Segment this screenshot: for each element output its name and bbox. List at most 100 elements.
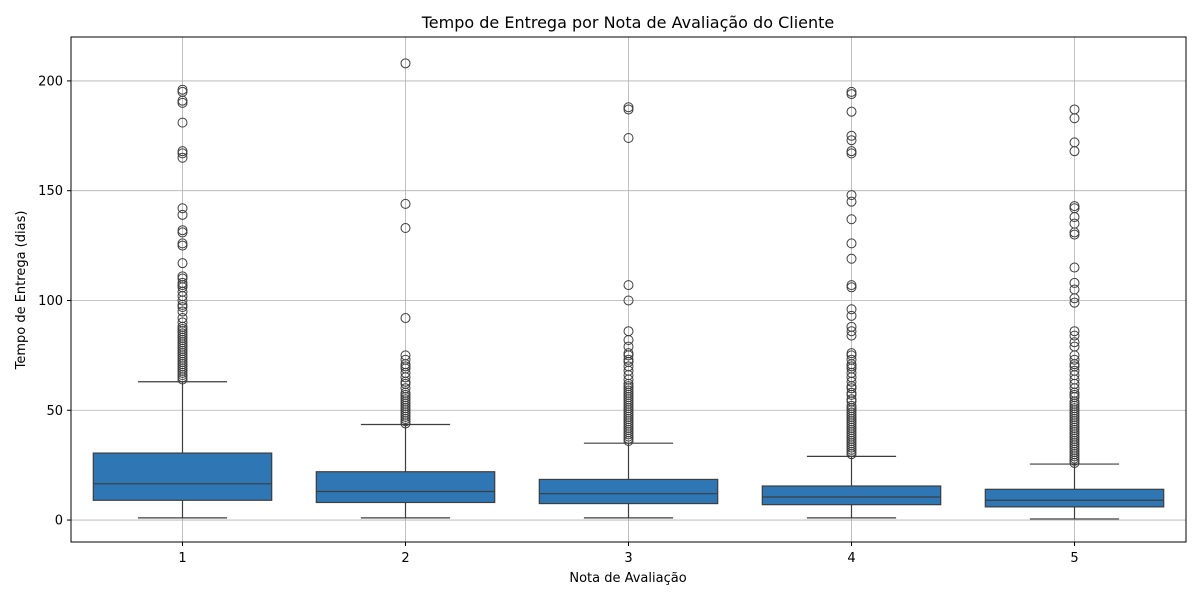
outlier-point <box>177 146 188 157</box>
outlier-point <box>846 383 857 394</box>
outlier-point <box>846 446 857 457</box>
outlier-point <box>846 146 857 157</box>
x-tick-label-5: 5 <box>1070 551 1078 566</box>
outlier-point <box>623 433 634 444</box>
outlier-point <box>846 135 857 146</box>
outlier-point <box>400 376 411 387</box>
outlier-point <box>1069 330 1080 341</box>
outlier-point <box>623 436 634 446</box>
outlier-point <box>1069 359 1080 370</box>
outlier-point <box>400 418 411 429</box>
outlier-point <box>846 130 857 141</box>
outlier-point <box>177 374 188 385</box>
iqr-box <box>92 452 273 501</box>
box-group-3 <box>538 102 719 519</box>
outlier-point <box>1069 227 1080 238</box>
outlier-point <box>623 354 634 365</box>
outlier-point <box>177 306 188 317</box>
y-tick-label-0: 0 <box>55 514 63 529</box>
outlier-point <box>846 361 857 372</box>
outlier-point <box>177 97 188 108</box>
outlier-point <box>177 84 188 95</box>
y-tick-label-150: 150 <box>38 184 63 199</box>
outlier-point <box>177 258 188 269</box>
outlier-point <box>1069 201 1080 212</box>
outlier-point <box>623 280 634 291</box>
outlier-point <box>1069 337 1080 348</box>
outlier-point <box>177 295 188 306</box>
y-tick-label-200: 200 <box>38 74 63 89</box>
outlier-point <box>1069 212 1080 223</box>
outlier-point <box>846 442 857 453</box>
iqr-box <box>315 471 496 504</box>
chart-title: Tempo de Entrega por Nota de Avaliação d… <box>421 13 835 32</box>
x-tick-label-1: 1 <box>178 551 186 566</box>
outlier-point <box>1069 146 1080 157</box>
outlier-point <box>1069 451 1080 462</box>
outlier-point <box>846 444 857 455</box>
outlier-point <box>1069 297 1080 308</box>
outlier-point <box>623 102 634 113</box>
outlier-point <box>177 238 188 249</box>
outlier-point <box>1069 277 1080 288</box>
outlier-point <box>846 253 857 264</box>
outlier-point <box>400 313 411 324</box>
box-group-2 <box>315 58 496 519</box>
outlier-point <box>400 414 411 425</box>
outlier-point <box>177 148 188 159</box>
outlier-point <box>400 411 411 422</box>
outlier-point <box>846 148 857 159</box>
outlier-point <box>177 280 188 291</box>
outlier-point <box>1069 293 1080 304</box>
x-tick-label-4: 4 <box>847 551 855 566</box>
outlier-point <box>623 350 634 361</box>
outlier-point <box>623 431 634 442</box>
outlier-point <box>623 429 634 440</box>
outlier-point <box>846 190 857 201</box>
outlier-point <box>400 361 411 372</box>
outlier-point <box>1069 457 1080 468</box>
outlier-point <box>177 302 188 313</box>
outlier-point <box>177 227 188 238</box>
outlier-point <box>846 214 857 225</box>
y-axis-label: Tempo de Entrega (dias) <box>14 211 29 371</box>
outlier-point <box>846 282 857 293</box>
iqr-box <box>761 485 942 506</box>
outlier-point <box>846 304 857 315</box>
outlier-point <box>1069 326 1080 337</box>
y-tick-label-100: 100 <box>38 294 63 309</box>
outlier-point <box>1069 455 1080 466</box>
outlier-point <box>1069 229 1080 240</box>
outlier-point <box>846 106 857 117</box>
outlier-point <box>846 389 857 400</box>
outlier-point <box>177 225 188 236</box>
outlier-point <box>177 117 188 128</box>
outlier-point <box>400 372 411 383</box>
y-tick-label-50: 50 <box>46 404 63 419</box>
outlier-point <box>1069 262 1080 273</box>
outlier-point <box>846 449 857 460</box>
outlier-point <box>1069 453 1080 464</box>
axis-layer: 0 50 100 150 200 1 2 3 4 5 <box>38 36 1187 566</box>
outlier-point <box>846 326 857 337</box>
iqr-box <box>984 488 1165 508</box>
outlier-point <box>400 223 411 234</box>
outlier-point <box>846 86 857 97</box>
outlier-point <box>623 335 634 345</box>
outlier-point <box>177 152 188 163</box>
outlier-point <box>846 376 857 387</box>
outlier-point <box>846 89 857 100</box>
outlier-point <box>400 198 411 209</box>
outlier-point <box>177 372 188 383</box>
outlier-point <box>177 209 188 220</box>
outlier-point <box>846 310 857 321</box>
box-group-1 <box>92 84 273 519</box>
outlier-point <box>177 240 188 251</box>
x-tick-label-3: 3 <box>624 551 632 566</box>
outlier-point <box>1069 354 1080 365</box>
outlier-point <box>623 104 634 115</box>
x-axis-label: Nota de Avaliação <box>569 571 686 586</box>
box-group-4 <box>761 86 942 519</box>
outlier-point <box>623 295 634 306</box>
